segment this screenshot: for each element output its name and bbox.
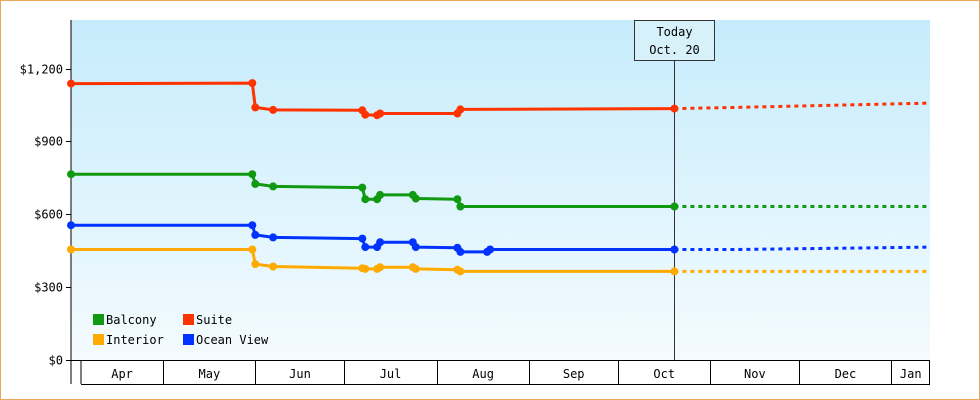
- data-point[interactable]: [248, 79, 257, 88]
- data-point[interactable]: [248, 170, 257, 179]
- data-point[interactable]: [411, 264, 420, 273]
- legend-swatch: [93, 334, 104, 345]
- today-box: [634, 20, 715, 61]
- data-point[interactable]: [361, 110, 370, 119]
- data-point[interactable]: [248, 245, 257, 254]
- legend-swatch: [183, 334, 194, 345]
- today-date: Oct. 20: [649, 43, 700, 57]
- data-point[interactable]: [361, 243, 370, 252]
- data-point[interactable]: [248, 221, 257, 230]
- data-point[interactable]: [358, 183, 367, 192]
- data-point[interactable]: [670, 202, 679, 211]
- data-point[interactable]: [456, 202, 465, 211]
- data-point[interactable]: [411, 194, 420, 203]
- data-point[interactable]: [251, 103, 260, 112]
- data-point[interactable]: [486, 245, 495, 254]
- x-month-label: Sep: [563, 367, 585, 381]
- today-label: Today: [656, 25, 692, 39]
- data-point[interactable]: [269, 105, 278, 114]
- x-month-label: Dec: [835, 367, 857, 381]
- legend-label: Suite: [196, 313, 232, 327]
- x-month-label: Jul: [380, 367, 402, 381]
- x-month-label: May: [199, 367, 221, 381]
- x-month-label: Oct: [653, 367, 675, 381]
- data-point[interactable]: [670, 245, 679, 254]
- x-month-label: Aug: [472, 367, 494, 381]
- data-point[interactable]: [456, 105, 465, 114]
- series-balcony: [67, 170, 930, 211]
- data-point[interactable]: [251, 230, 260, 239]
- y-tick-label: $600: [34, 208, 63, 222]
- x-axis: Apr May Jun Jul Aug Sep Oct Nov Dec Jan: [71, 360, 930, 385]
- data-point[interactable]: [411, 243, 420, 252]
- data-point[interactable]: [67, 79, 75, 88]
- data-point[interactable]: [453, 195, 462, 204]
- data-point[interactable]: [376, 238, 385, 247]
- data-point[interactable]: [67, 170, 75, 179]
- data-point[interactable]: [456, 247, 465, 256]
- series-interior: [67, 245, 930, 276]
- y-tick-label: $900: [34, 135, 63, 149]
- data-point[interactable]: [269, 182, 278, 191]
- data-point[interactable]: [361, 195, 370, 204]
- x-month-label: Nov: [744, 367, 766, 381]
- data-point[interactable]: [358, 234, 367, 243]
- data-point[interactable]: [67, 245, 75, 254]
- legend-swatch: [93, 314, 104, 325]
- data-point[interactable]: [376, 109, 385, 118]
- legend-item-suite: Suite: [183, 313, 232, 327]
- data-point[interactable]: [67, 221, 75, 230]
- data-point[interactable]: [269, 262, 278, 271]
- data-point[interactable]: [670, 104, 679, 113]
- legend-item-interior: Interior: [93, 333, 164, 347]
- series-layer: [67, 79, 931, 276]
- legend-label: Balcony: [106, 313, 157, 327]
- plot-area: [71, 20, 930, 360]
- series-suite: [67, 79, 931, 120]
- y-tick-label: $0: [49, 354, 63, 368]
- y-tick-label: $1,200: [20, 63, 63, 77]
- legend-swatch: [183, 314, 194, 325]
- y-tick-label: $300: [34, 281, 63, 295]
- data-point[interactable]: [670, 267, 679, 276]
- x-month-label: Jun: [289, 367, 311, 381]
- data-point[interactable]: [456, 267, 465, 276]
- legend: Balcony Suite Interior Ocean View: [93, 313, 269, 347]
- legend-item-ocean-view: Ocean View: [183, 333, 269, 347]
- series-ocean-view: [67, 221, 931, 256]
- data-point[interactable]: [376, 263, 385, 272]
- data-point[interactable]: [251, 179, 260, 188]
- today-marker: Today Oct. 20: [634, 20, 715, 360]
- data-point[interactable]: [269, 233, 278, 242]
- legend-label: Ocean View: [196, 333, 269, 347]
- x-month-label: Jan: [900, 367, 922, 381]
- data-point[interactable]: [376, 190, 385, 199]
- data-point[interactable]: [361, 264, 370, 273]
- data-point[interactable]: [251, 260, 260, 269]
- legend-item-balcony: Balcony: [93, 313, 157, 327]
- x-month-label: Apr: [111, 367, 133, 381]
- legend-label: Interior: [106, 333, 164, 347]
- y-axis: $0 $300 $600 $900 $1,200: [20, 20, 72, 384]
